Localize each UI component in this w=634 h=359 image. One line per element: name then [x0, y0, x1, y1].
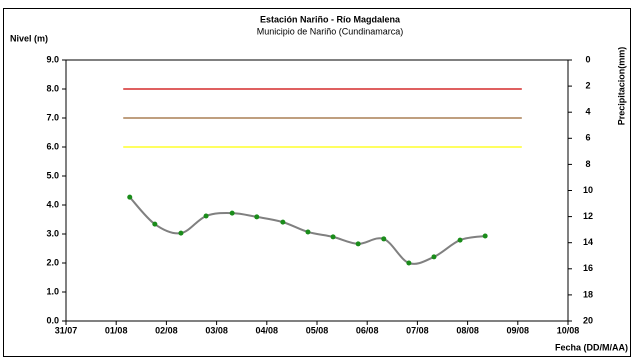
data-point [127, 194, 133, 200]
x-tick-label: 03/08 [205, 325, 228, 335]
data-point [229, 210, 235, 216]
data-point [178, 230, 184, 236]
y-tick-label: 2.0 [46, 257, 59, 267]
x-tick-label: 08/08 [456, 325, 479, 335]
x-tick-label: 31/07 [55, 325, 78, 335]
chart-subtitle: Municipio de Nariño (Cundinamarca) [257, 26, 404, 36]
y-tick-label: 1.0 [46, 286, 59, 296]
y2-tick-label: 10 [583, 185, 593, 195]
y2-axis-label: Precipitacion(mm) [616, 47, 626, 126]
y-tick-label: 9.0 [46, 54, 59, 64]
data-point [431, 254, 437, 260]
x-tick-label: 07/08 [406, 325, 429, 335]
data-point [355, 241, 361, 247]
y-tick-label: 8.0 [46, 83, 59, 93]
data-point [305, 229, 311, 235]
y2-tick-label: 20 [583, 315, 593, 325]
x-tick-label: 09/08 [507, 325, 530, 335]
y2-tick-label: 6 [585, 133, 590, 143]
y2-tick-label: 4 [585, 107, 590, 117]
y2-tick-label: 2 [585, 80, 590, 90]
y2-tick-label: 18 [583, 289, 593, 299]
data-point [280, 219, 286, 225]
chart-title: Estación Nariño - Río Magdalena [260, 14, 401, 24]
y-axis-label: Nivel (m) [10, 33, 48, 43]
x-axis-label: Fecha (DD/M/AA) [555, 342, 628, 352]
y-tick-label: 0.0 [46, 315, 59, 325]
data-point [406, 260, 412, 266]
x-tick-label: 10/08 [557, 325, 580, 335]
data-point [203, 213, 209, 219]
y-tick-label: 4.0 [46, 199, 59, 209]
y-tick-label: 3.0 [46, 228, 59, 238]
x-tick-label: 05/08 [306, 325, 329, 335]
x-tick-label: 06/08 [356, 325, 379, 335]
data-point [482, 233, 488, 239]
y2-tick-label: 8 [585, 159, 590, 169]
x-tick-label: 04/08 [256, 325, 279, 335]
y2-tick-label: 16 [583, 263, 593, 273]
data-point [254, 214, 260, 220]
y-tick-label: 6.0 [46, 141, 59, 151]
y-tick-label: 7.0 [46, 112, 59, 122]
data-point [152, 221, 158, 227]
y2-tick-label: 14 [583, 237, 593, 247]
plot-area [65, 59, 569, 322]
y2-tick-label: 12 [583, 211, 593, 221]
data-point [330, 234, 336, 240]
data-point [381, 236, 387, 242]
x-tick-label: 02/08 [155, 325, 178, 335]
y2-tick-label: 0 [585, 54, 590, 64]
data-point [457, 237, 463, 243]
y-tick-label: 5.0 [46, 170, 59, 180]
x-tick-label: 01/08 [105, 325, 128, 335]
